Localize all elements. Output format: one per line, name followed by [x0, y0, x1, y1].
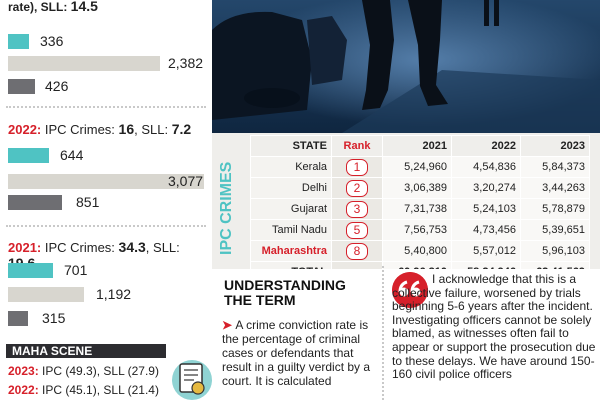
table-row: Maharashtra 8 5,40,800 5,57,012 5,96,103	[250, 240, 590, 262]
ipc-rate: 16	[118, 121, 135, 137]
quote-box	[382, 266, 600, 400]
header-2021: 2021	[382, 135, 452, 157]
top-stat-value: 14.5	[70, 0, 98, 14]
value-2023-sll: 2,382	[168, 55, 204, 71]
header-2023: 2023	[520, 135, 590, 157]
cell-state: Kerala	[250, 156, 332, 178]
cell-2022: 4,54,836	[451, 156, 521, 178]
quote-icon	[392, 272, 428, 308]
cell-rank: 1	[331, 156, 383, 178]
street-photo	[212, 0, 600, 133]
document-icon	[172, 360, 212, 400]
bar-2022-sll	[8, 174, 204, 189]
cell-2023: 5,96,103	[520, 240, 590, 262]
rank-badge: 2	[346, 179, 368, 197]
ipc-rate: 34.3	[118, 239, 146, 255]
cell-2022: 4,73,456	[451, 219, 521, 241]
cell-2021: 7,31,738	[382, 198, 452, 220]
sll-label: , SLL:	[134, 122, 172, 137]
cell-rank: 3	[331, 198, 383, 220]
ipc-crimes-side-label: IPC CRIMES	[218, 161, 235, 255]
cell-state: Delhi	[250, 177, 332, 199]
cell-2021: 3,06,389	[382, 177, 452, 199]
ipc-label: IPC Crimes:	[41, 122, 119, 137]
value-2021-ipc: 701	[64, 262, 88, 278]
understanding-body: ➤ A crime conviction rate is the percent…	[222, 318, 382, 388]
header-rank: Rank	[331, 135, 383, 157]
understanding-text: A crime conviction rate is the percentag…	[222, 318, 371, 388]
sll-label: , SLL:	[145, 240, 180, 255]
cell-2022: 5,24,103	[451, 198, 521, 220]
bar-2023-sll	[8, 56, 160, 71]
bar-2021-ipc	[8, 263, 53, 278]
cell-rank: 8	[331, 240, 383, 262]
rank-badge: 8	[346, 242, 368, 260]
value-2022-conv: 851	[76, 194, 100, 210]
year-label: 2022:	[8, 122, 42, 137]
cell-2023: 5,84,373	[520, 156, 590, 178]
cell-2021: 7,56,753	[382, 219, 452, 241]
cell-2023: 3,44,263	[520, 177, 590, 199]
value-2023-conv: 426	[45, 78, 69, 94]
left-stats-column: rate), SLL: 14.5 336 2,382 426 2022: IPC…	[0, 0, 210, 400]
top-stat-prefix: rate), SLL:	[8, 0, 71, 14]
bar-2021-conv	[8, 311, 28, 326]
cell-2021: 5,24,960	[382, 156, 452, 178]
rank-badge: 5	[346, 221, 368, 239]
table-row: Tamil Nadu 5 7,56,753 4,73,456 5,39,651	[250, 219, 590, 241]
value-2021-sll: 1,192	[96, 286, 132, 302]
bar-2022-ipc	[8, 148, 49, 163]
maha-line-2023: 2023: IPC (49.3), SLL (27.9)	[8, 364, 159, 378]
cell-2023: 5,39,651	[520, 219, 590, 241]
cell-2022: 3,20,274	[451, 177, 521, 199]
year-label: 2021:	[8, 240, 42, 255]
value-2022-sll: 3,077	[168, 173, 204, 189]
divider	[6, 225, 206, 227]
table-row: Delhi 2 3,06,389 3,20,274 3,44,263	[250, 177, 590, 199]
bar-2023-conv	[8, 79, 35, 94]
table-row: Gujarat 3 7,31,738 5,24,103 5,78,879	[250, 198, 590, 220]
year-line-2022: 2022: IPC Crimes: 16, SLL: 7.2	[8, 121, 191, 137]
year-label: 2022:	[8, 383, 39, 397]
cell-state: Maharashtra	[250, 240, 332, 262]
bar-2021-sll	[8, 287, 84, 302]
maha-text: IPC (45.1), SLL (21.4)	[38, 383, 159, 397]
maha-text: IPC (49.3), SLL (27.9)	[38, 364, 159, 378]
cell-state: Gujarat	[250, 198, 332, 220]
cell-rank: 5	[331, 219, 383, 241]
maha-scene-title: MAHA SCENE	[6, 344, 166, 358]
table-row: Kerala 1 5,24,960 4,54,836 5,84,373	[250, 156, 590, 178]
header-state: STATE	[250, 135, 332, 157]
rank-badge: 3	[346, 200, 368, 218]
cell-state: Tamil Nadu	[250, 219, 332, 241]
ipc-label: IPC Crimes:	[41, 240, 119, 255]
understanding-title: UNDERSTANDING THE TERM	[224, 277, 346, 308]
sll-rate: 7.2	[171, 121, 192, 137]
cell-2021: 5,40,800	[382, 240, 452, 262]
value-2021-conv: 315	[42, 310, 66, 326]
top-stat-line: rate), SLL: 14.5	[8, 0, 98, 14]
ipc-crimes-table: STATE Rank 2021 2022 2023 Kerala 1 5,24,…	[250, 135, 590, 283]
svg-text:IPC CRIMES: IPC CRIMES	[218, 161, 235, 255]
year-label: 2023:	[8, 364, 39, 378]
cell-2023: 5,78,879	[520, 198, 590, 220]
rank-badge: 1	[346, 158, 368, 176]
arrow-icon: ➤	[222, 318, 236, 332]
value-2022-ipc: 644	[60, 147, 84, 163]
value-2023-ipc: 336	[40, 33, 64, 49]
header-2022: 2022	[451, 135, 521, 157]
cell-rank: 2	[331, 177, 383, 199]
bar-2023-ipc	[8, 34, 29, 49]
cell-2022: 5,57,012	[451, 240, 521, 262]
quote-text: I acknowledge that this is a collective …	[392, 272, 596, 382]
divider	[6, 106, 206, 108]
maha-line-2022: 2022: IPC (45.1), SLL (21.4)	[8, 383, 159, 397]
bar-2022-conv	[8, 195, 62, 210]
